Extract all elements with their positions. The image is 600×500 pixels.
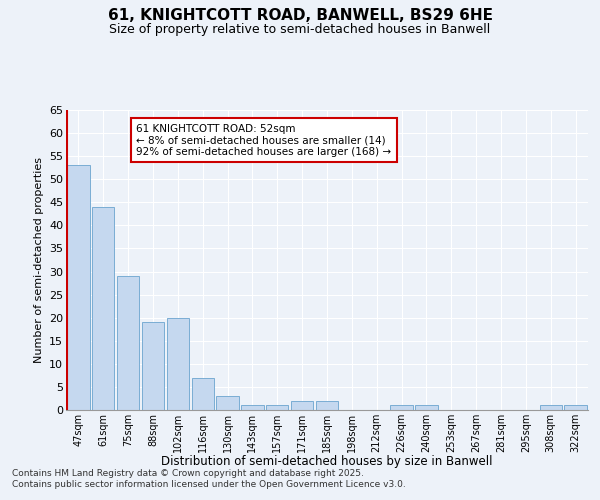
Bar <box>117 276 139 410</box>
Text: Size of property relative to semi-detached houses in Banwell: Size of property relative to semi-detach… <box>109 22 491 36</box>
Bar <box>291 401 313 410</box>
Text: Distribution of semi-detached houses by size in Banwell: Distribution of semi-detached houses by … <box>161 455 493 468</box>
Text: Contains HM Land Registry data © Crown copyright and database right 2025.: Contains HM Land Registry data © Crown c… <box>12 468 364 477</box>
Bar <box>565 406 587 410</box>
Y-axis label: Number of semi-detached properties: Number of semi-detached properties <box>34 157 44 363</box>
Bar <box>167 318 189 410</box>
Text: 61, KNIGHTCOTT ROAD, BANWELL, BS29 6HE: 61, KNIGHTCOTT ROAD, BANWELL, BS29 6HE <box>107 8 493 22</box>
Text: 61 KNIGHTCOTT ROAD: 52sqm
← 8% of semi-detached houses are smaller (14)
92% of s: 61 KNIGHTCOTT ROAD: 52sqm ← 8% of semi-d… <box>136 124 392 156</box>
Bar <box>191 378 214 410</box>
Bar <box>391 406 413 410</box>
Bar <box>217 396 239 410</box>
Text: Contains public sector information licensed under the Open Government Licence v3: Contains public sector information licen… <box>12 480 406 489</box>
Bar <box>266 406 289 410</box>
Bar <box>539 406 562 410</box>
Bar <box>67 166 89 410</box>
Bar <box>142 322 164 410</box>
Bar <box>241 406 263 410</box>
Bar <box>415 406 437 410</box>
Bar <box>316 401 338 410</box>
Bar <box>92 207 115 410</box>
